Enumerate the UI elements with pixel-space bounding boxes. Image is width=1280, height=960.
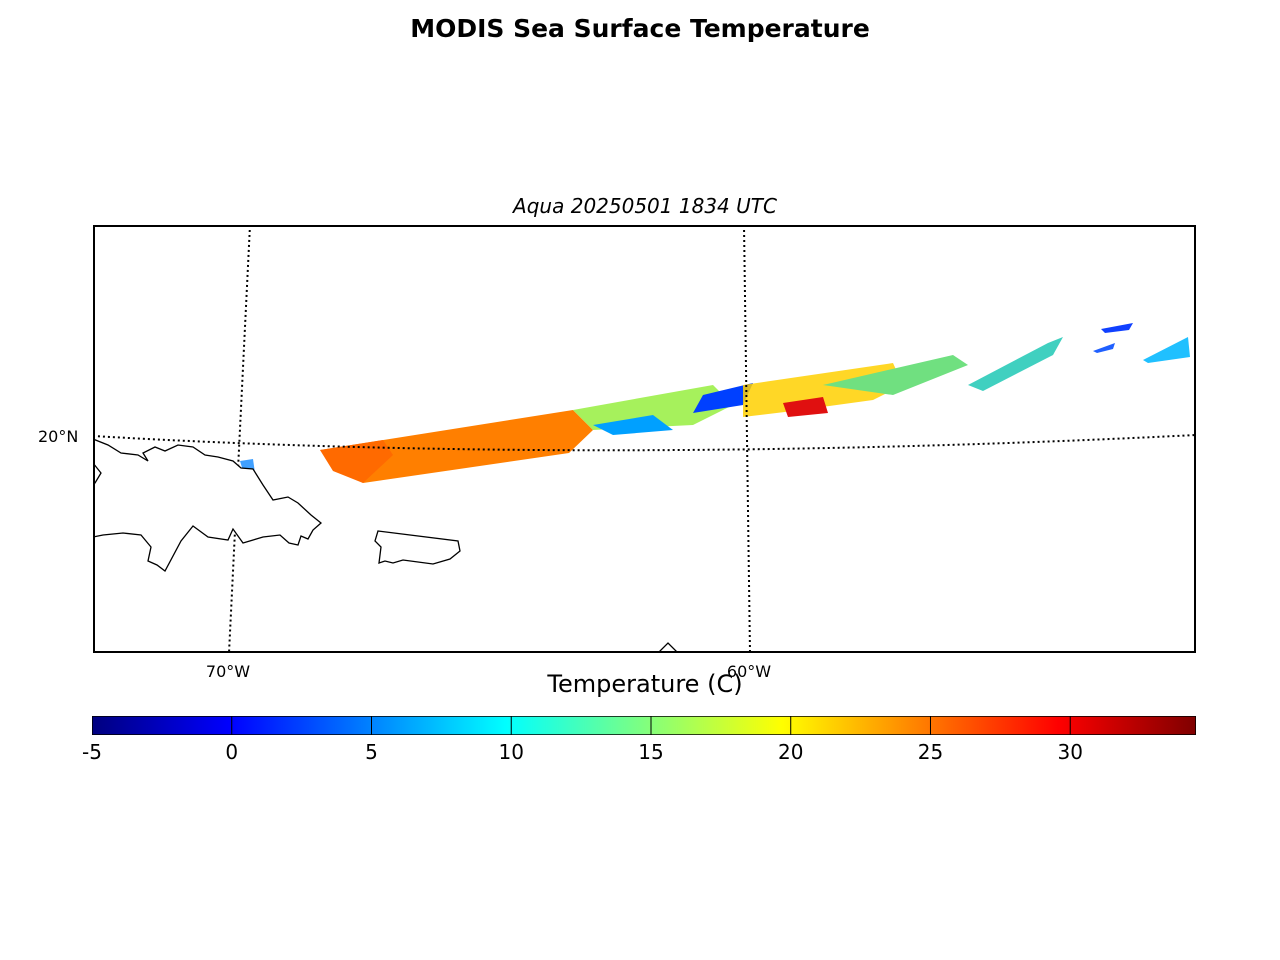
lat-label-20n: 20°N (38, 427, 79, 446)
sst-swath-warm-west (320, 440, 393, 483)
puerto-rico-coastline (374, 530, 461, 565)
colorbar-tick-label: -5 (82, 740, 102, 764)
lon-label-60w: 60°W (726, 662, 772, 681)
colorbar-label: Temperature (C) (547, 670, 743, 698)
map-border (93, 225, 1196, 653)
longitude-line-60w (743, 225, 751, 653)
sst-swath-north (1101, 323, 1133, 333)
sst-swath-warm (320, 410, 593, 483)
sst-swath-mixed (823, 355, 968, 395)
colorbar-tick-label: 10 (498, 740, 524, 764)
hispaniola-coastline (93, 438, 323, 572)
lon-label-70w: 70°W (205, 662, 251, 681)
figure-subtitle: Aqua 20250501 1834 UTC (513, 194, 777, 218)
sst-swath-north (968, 337, 1063, 391)
sst-swath-mixed (573, 385, 733, 430)
sst-swath-cool-patch (693, 383, 753, 413)
sst-swath-north (1093, 343, 1115, 353)
island-coastline (657, 642, 679, 653)
map-panel (93, 225, 1196, 653)
colorbar-tick-label: 0 (225, 740, 239, 764)
colorbar-tick-label: 25 (917, 740, 944, 764)
figure-title: MODIS Sea Surface Temperature (410, 14, 870, 43)
colorbar-tick-label: 15 (638, 740, 664, 764)
latitude-line-20n (93, 434, 1196, 452)
sst-swath-cool-patch (593, 415, 673, 435)
colorbar-tick-label: 5 (365, 740, 378, 764)
colorbar-tick-label: 20 (777, 740, 804, 764)
longitude-line-70w (228, 225, 251, 653)
sst-swath-hot-patch (783, 397, 828, 417)
sst-swath-north (1143, 337, 1190, 363)
colorbar-tick-label: 30 (1057, 740, 1083, 764)
colorbar (92, 716, 1196, 735)
